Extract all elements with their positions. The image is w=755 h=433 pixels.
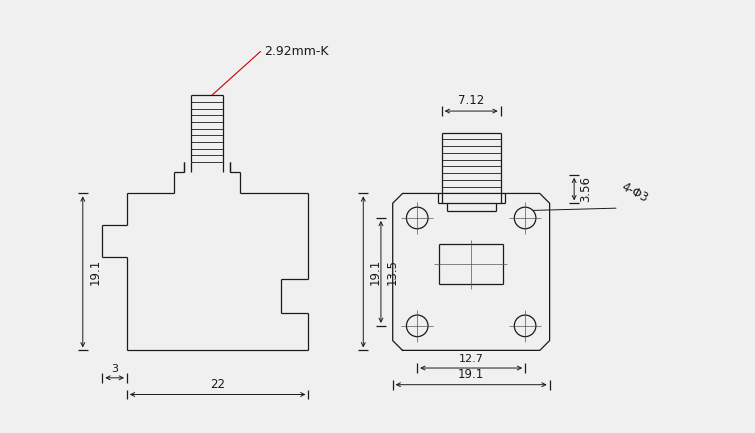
Text: 13.5: 13.5 <box>386 259 399 285</box>
Text: 12.7: 12.7 <box>459 354 484 364</box>
Text: 4-Φ3: 4-Φ3 <box>619 181 651 205</box>
Text: 3.56: 3.56 <box>579 176 592 202</box>
Text: 2.92mm-K: 2.92mm-K <box>263 45 328 58</box>
Text: 19.1: 19.1 <box>458 368 484 381</box>
Text: 3: 3 <box>111 364 119 374</box>
Text: 22: 22 <box>210 378 225 391</box>
Text: 7.12: 7.12 <box>458 94 484 107</box>
Text: 19.1: 19.1 <box>88 259 102 285</box>
Text: 19.1: 19.1 <box>368 259 381 285</box>
